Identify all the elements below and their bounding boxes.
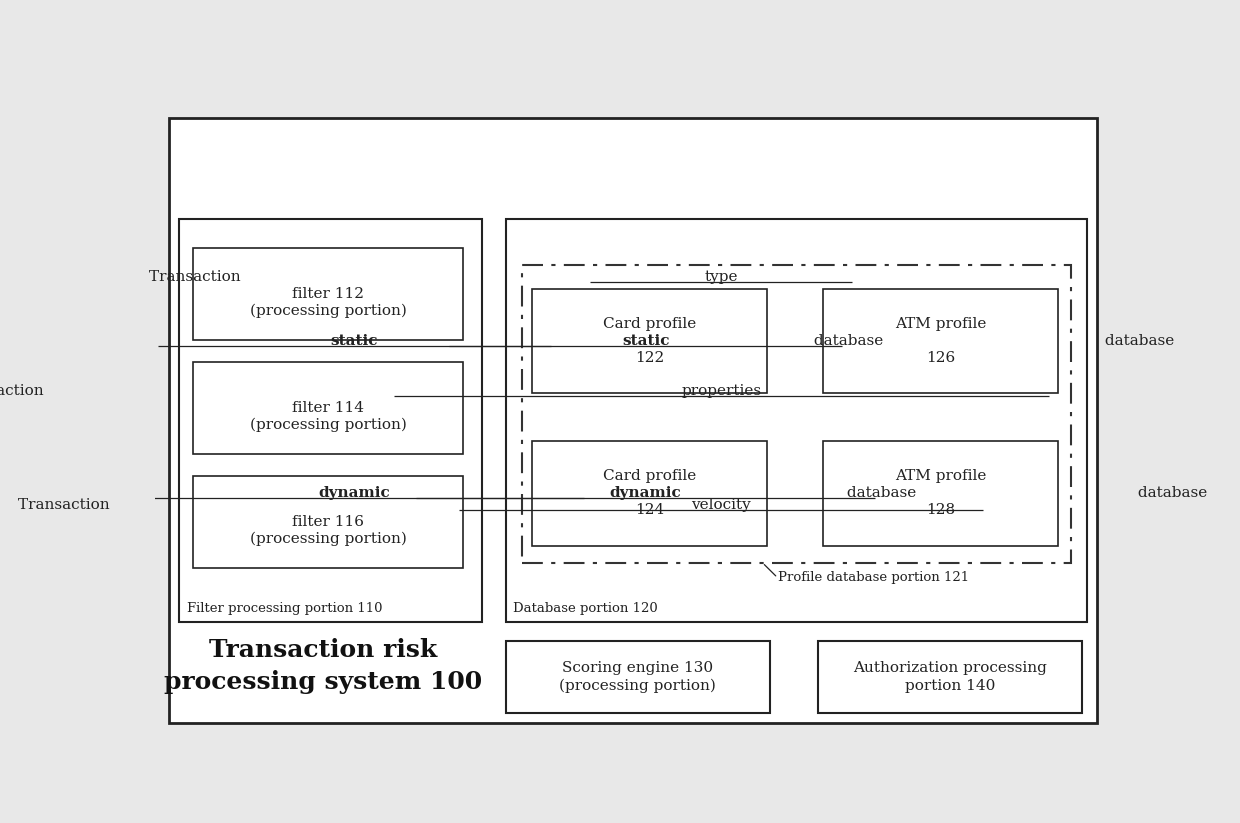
Text: Database portion 120: Database portion 120 bbox=[513, 602, 658, 616]
Text: Card profile: Card profile bbox=[603, 317, 696, 331]
Text: Scoring engine 130: Scoring engine 130 bbox=[562, 662, 713, 676]
Text: (processing portion): (processing portion) bbox=[249, 532, 407, 546]
Text: database: database bbox=[1100, 334, 1174, 348]
Text: static: static bbox=[622, 334, 670, 348]
Text: database: database bbox=[1133, 486, 1207, 500]
Bar bbox=[532, 441, 768, 546]
Bar bbox=[193, 248, 463, 340]
Text: Transaction: Transaction bbox=[17, 498, 114, 512]
Text: (processing portion): (processing portion) bbox=[249, 304, 407, 318]
Bar bbox=[532, 289, 768, 393]
Text: Transaction risk
processing system 100: Transaction risk processing system 100 bbox=[164, 638, 482, 694]
Text: dynamic: dynamic bbox=[610, 486, 682, 500]
Text: 126: 126 bbox=[926, 351, 955, 365]
Text: Transaction: Transaction bbox=[149, 269, 246, 283]
Text: 124: 124 bbox=[635, 504, 665, 518]
Text: Authorization processing: Authorization processing bbox=[853, 662, 1047, 676]
Text: filter 116: filter 116 bbox=[291, 514, 365, 528]
Text: ATM profile: ATM profile bbox=[895, 317, 986, 331]
Text: static: static bbox=[331, 334, 378, 348]
Text: portion 140: portion 140 bbox=[905, 679, 996, 693]
Text: (processing portion): (processing portion) bbox=[249, 417, 407, 432]
Text: ATM profile: ATM profile bbox=[895, 469, 986, 483]
Text: filter 114: filter 114 bbox=[291, 401, 365, 415]
Bar bbox=[823, 441, 1058, 546]
Text: database: database bbox=[842, 486, 916, 500]
Bar bbox=[179, 219, 481, 621]
Text: Profile database portion 121: Profile database portion 121 bbox=[777, 571, 968, 584]
Bar bbox=[193, 476, 463, 568]
Text: 128: 128 bbox=[926, 504, 955, 518]
Text: type: type bbox=[704, 269, 738, 283]
Bar bbox=[522, 265, 1071, 563]
Text: Filter processing portion 110: Filter processing portion 110 bbox=[187, 602, 382, 616]
Text: filter 112: filter 112 bbox=[291, 286, 365, 300]
Text: 122: 122 bbox=[635, 351, 665, 365]
Bar bbox=[506, 219, 1087, 621]
Text: Card profile: Card profile bbox=[603, 469, 696, 483]
Text: (processing portion): (processing portion) bbox=[559, 678, 717, 693]
Text: dynamic: dynamic bbox=[319, 486, 391, 500]
Text: velocity: velocity bbox=[692, 498, 751, 512]
Text: database: database bbox=[808, 334, 883, 348]
Text: Transaction: Transaction bbox=[0, 384, 48, 398]
Bar bbox=[818, 640, 1083, 714]
Text: properties: properties bbox=[681, 384, 761, 398]
Bar bbox=[823, 289, 1058, 393]
Bar bbox=[193, 362, 463, 453]
Bar bbox=[506, 640, 770, 714]
